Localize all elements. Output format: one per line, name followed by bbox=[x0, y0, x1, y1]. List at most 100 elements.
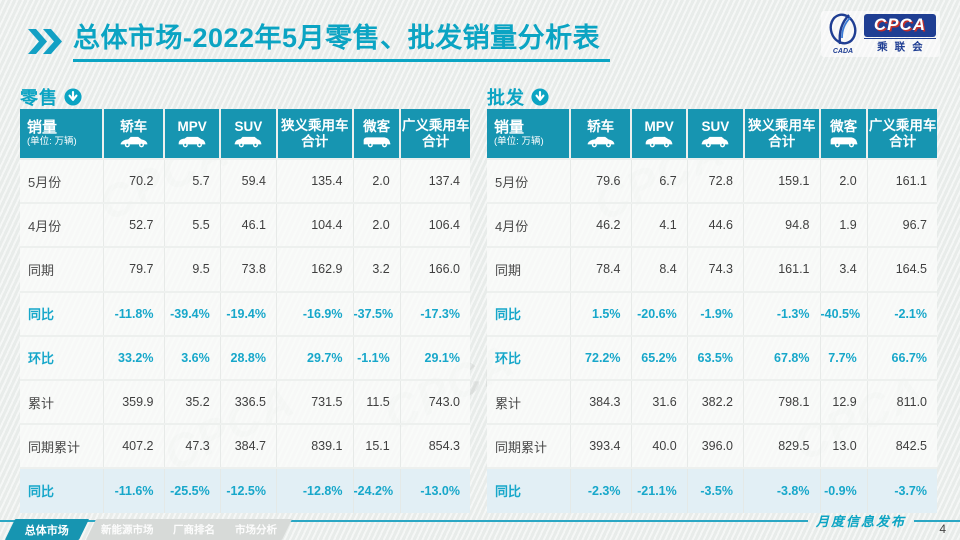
column-header: 广义乘用车 合计 bbox=[866, 109, 937, 159]
cpca-logo: CADA CPCA 乘联会 bbox=[820, 11, 940, 57]
data-cell: 29.1% bbox=[399, 335, 470, 380]
data-cell: 1.5% bbox=[569, 291, 631, 336]
data-cell: 31.6 bbox=[630, 379, 688, 425]
data-cell: 382.2 bbox=[686, 379, 744, 425]
retail-section-header: 零售 bbox=[20, 86, 470, 108]
data-cell: 396.0 bbox=[686, 424, 744, 469]
footer-line bbox=[0, 519, 808, 522]
column-header: MPV bbox=[629, 109, 688, 159]
data-cell: -3.5% bbox=[686, 468, 744, 513]
data-cell: -12.5% bbox=[219, 468, 277, 513]
data-cell: -0.9% bbox=[819, 468, 868, 513]
wholesale-section-title: 批发 bbox=[487, 88, 525, 108]
table-row: 同期累计 393.4 40.0 396.0 829.5 13.0 842.5 bbox=[487, 424, 937, 469]
down-arrow-icon bbox=[531, 88, 549, 106]
data-cell: 135.4 bbox=[276, 159, 353, 204]
table-row: 同期累计 407.2 47.3 384.7 839.1 15.1 854.3 bbox=[20, 424, 470, 469]
data-cell: 79.7 bbox=[102, 247, 164, 292]
table-row: 同比 1.5% -20.6% -1.9% -1.3% -40.5% -2.1% bbox=[487, 291, 937, 336]
row-label: 同期 bbox=[20, 247, 104, 292]
table-row: 环比 72.2% 65.2% 63.5% 67.8% 7.7% 66.7% bbox=[487, 335, 937, 380]
tab-overall-market[interactable]: 总体市场 bbox=[4, 519, 90, 540]
table-row: 同期 78.4 8.4 74.3 161.1 3.4 164.5 bbox=[487, 247, 937, 292]
header-row: 销量 (单位: 万辆) 轿车 MPV SUV 狭义乘用车 合计 微客 广义乘用车 合计 bbox=[20, 109, 470, 159]
data-cell: 3.4 bbox=[819, 247, 868, 292]
row-label: 同期累计 bbox=[20, 424, 104, 469]
table-row: 环比 33.2% 3.6% 28.8% 29.7% -1.1% 29.1% bbox=[20, 335, 470, 380]
tab-nev-market[interactable]: 新能源市场 bbox=[100, 524, 154, 536]
data-cell: -11.6% bbox=[102, 468, 164, 513]
data-cell: 70.2 bbox=[102, 159, 164, 204]
row-label: 5月份 bbox=[20, 159, 104, 204]
data-cell: 393.4 bbox=[569, 424, 631, 469]
data-cell: 159.1 bbox=[743, 159, 820, 204]
retail-table: 销量 (单位: 万辆) 轿车 MPV SUV 狭义乘用车 合计 微客 广义乘用车 合计 5月份… bbox=[20, 109, 470, 513]
tab-label: 总体市场 bbox=[25, 524, 69, 537]
row-label: 4月份 bbox=[487, 203, 571, 248]
data-cell: 829.5 bbox=[743, 424, 820, 469]
data-cell: 12.9 bbox=[819, 379, 868, 425]
page-number: 4 bbox=[939, 522, 946, 536]
data-cell: 66.7% bbox=[866, 335, 937, 380]
data-cell: 5.7 bbox=[163, 159, 221, 204]
tab-market-analysis[interactable]: 市场分析 bbox=[235, 524, 278, 536]
data-cell: 63.5% bbox=[686, 335, 744, 380]
column-header: 微客 bbox=[351, 109, 401, 159]
column-header: 微客 bbox=[818, 109, 868, 159]
data-cell: 104.4 bbox=[276, 203, 353, 248]
row-label: 环比 bbox=[487, 335, 571, 380]
column-header: 狭义乘用车 合计 bbox=[275, 109, 353, 159]
data-cell: 46.2 bbox=[569, 203, 631, 248]
sales-unit: (单位: 万辆) bbox=[494, 136, 544, 148]
data-cell: -37.5% bbox=[352, 291, 401, 336]
data-cell: -1.3% bbox=[743, 291, 820, 336]
table-row: 累计 384.3 31.6 382.2 798.1 12.9 811.0 bbox=[487, 379, 937, 425]
data-cell: 4.1 bbox=[630, 203, 688, 248]
table-row: 同期 79.7 9.5 73.8 162.9 3.2 166.0 bbox=[20, 247, 470, 292]
data-cell: 72.8 bbox=[686, 159, 744, 204]
sales-header-cell: 销量 (单位: 万辆) bbox=[487, 109, 571, 159]
data-cell: 96.7 bbox=[866, 203, 937, 248]
tab-oem-ranking[interactable]: 厂商排名 bbox=[173, 524, 216, 536]
column-header: 狭义乘用车 合计 bbox=[742, 109, 820, 159]
page-title: 总体市场-2022年5月零售、批发销量分析表 bbox=[73, 23, 611, 62]
retail-section-title: 零售 bbox=[20, 88, 58, 108]
data-cell: 2.0 bbox=[352, 159, 401, 204]
column-header: SUV bbox=[219, 109, 277, 159]
down-arrow-icon bbox=[64, 88, 82, 106]
data-cell: 52.7 bbox=[102, 203, 164, 248]
data-cell: 384.3 bbox=[569, 379, 631, 425]
data-cell: 798.1 bbox=[743, 379, 820, 425]
data-cell: 44.6 bbox=[686, 203, 744, 248]
data-cell: 6.7 bbox=[630, 159, 688, 204]
emblem-caption: CADA bbox=[833, 48, 853, 55]
wholesale-table: 销量 (单位: 万辆) 轿车 MPV SUV 狭义乘用车 合计 微客 广义乘用车 合计 5月份… bbox=[487, 109, 937, 513]
data-cell: -24.2% bbox=[352, 468, 401, 513]
table-row: 4月份 46.2 4.1 44.6 94.8 1.9 96.7 bbox=[487, 203, 937, 248]
data-cell: 13.0 bbox=[819, 424, 868, 469]
suv-icon bbox=[688, 135, 742, 148]
data-cell: 106.4 bbox=[399, 203, 470, 248]
sedan-icon bbox=[571, 135, 630, 148]
data-cell: 47.3 bbox=[163, 424, 221, 469]
column-header: 轿车 bbox=[102, 109, 164, 159]
double-chevron-icon bbox=[28, 29, 62, 54]
data-cell: 78.4 bbox=[569, 247, 631, 292]
column-header: 广义乘用车 合计 bbox=[399, 109, 470, 159]
data-cell: 74.3 bbox=[686, 247, 744, 292]
data-cell: 161.1 bbox=[866, 159, 937, 204]
data-cell: 46.1 bbox=[219, 203, 277, 248]
data-cell: 854.3 bbox=[399, 424, 470, 469]
inactive-tabs: 新能源市场 厂商排名 市场分析 bbox=[85, 519, 293, 540]
cpca-acronym: CPCA bbox=[863, 14, 936, 37]
data-cell: 162.9 bbox=[276, 247, 353, 292]
data-cell: 384.7 bbox=[219, 424, 277, 469]
data-cell: -20.6% bbox=[630, 291, 688, 336]
wholesale-section-header: 批发 bbox=[487, 86, 937, 108]
title-row: 总体市场-2022年5月零售、批发销量分析表 bbox=[26, 23, 611, 62]
data-cell: -21.1% bbox=[630, 468, 688, 513]
data-cell: -25.5% bbox=[163, 468, 221, 513]
data-cell: -16.9% bbox=[276, 291, 353, 336]
data-cell: -40.5% bbox=[819, 291, 868, 336]
